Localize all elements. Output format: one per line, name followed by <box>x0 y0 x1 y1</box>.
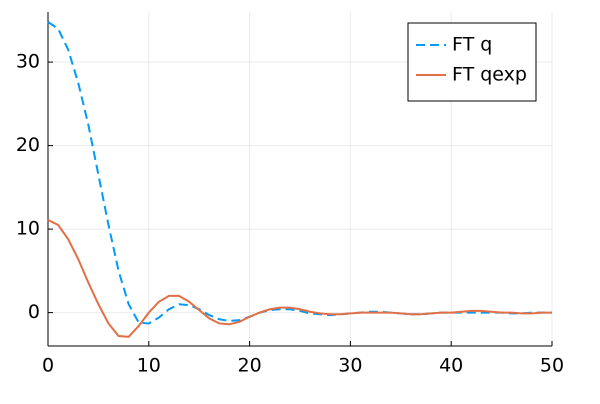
line <box>47 219 552 338</box>
y-tick-label: 20 <box>16 134 40 156</box>
x-tick-label: 10 <box>137 355 161 377</box>
x-tick-label: 30 <box>338 355 362 377</box>
y-tick-label: 30 <box>16 51 40 73</box>
y-tick-label: 10 <box>16 218 40 240</box>
legend: FT q FT qexp <box>407 22 537 102</box>
x-tick-label: 40 <box>439 355 463 377</box>
x-tick-label: 0 <box>42 355 54 377</box>
line <box>47 21 552 325</box>
y-tick-label: 0 <box>28 301 40 323</box>
legend-label: FT qexp <box>452 64 527 86</box>
x-tick-label: 50 <box>540 355 564 377</box>
legend-box <box>407 22 537 102</box>
x-tick-label: 20 <box>238 355 262 377</box>
legend-label: FT q <box>452 34 492 56</box>
